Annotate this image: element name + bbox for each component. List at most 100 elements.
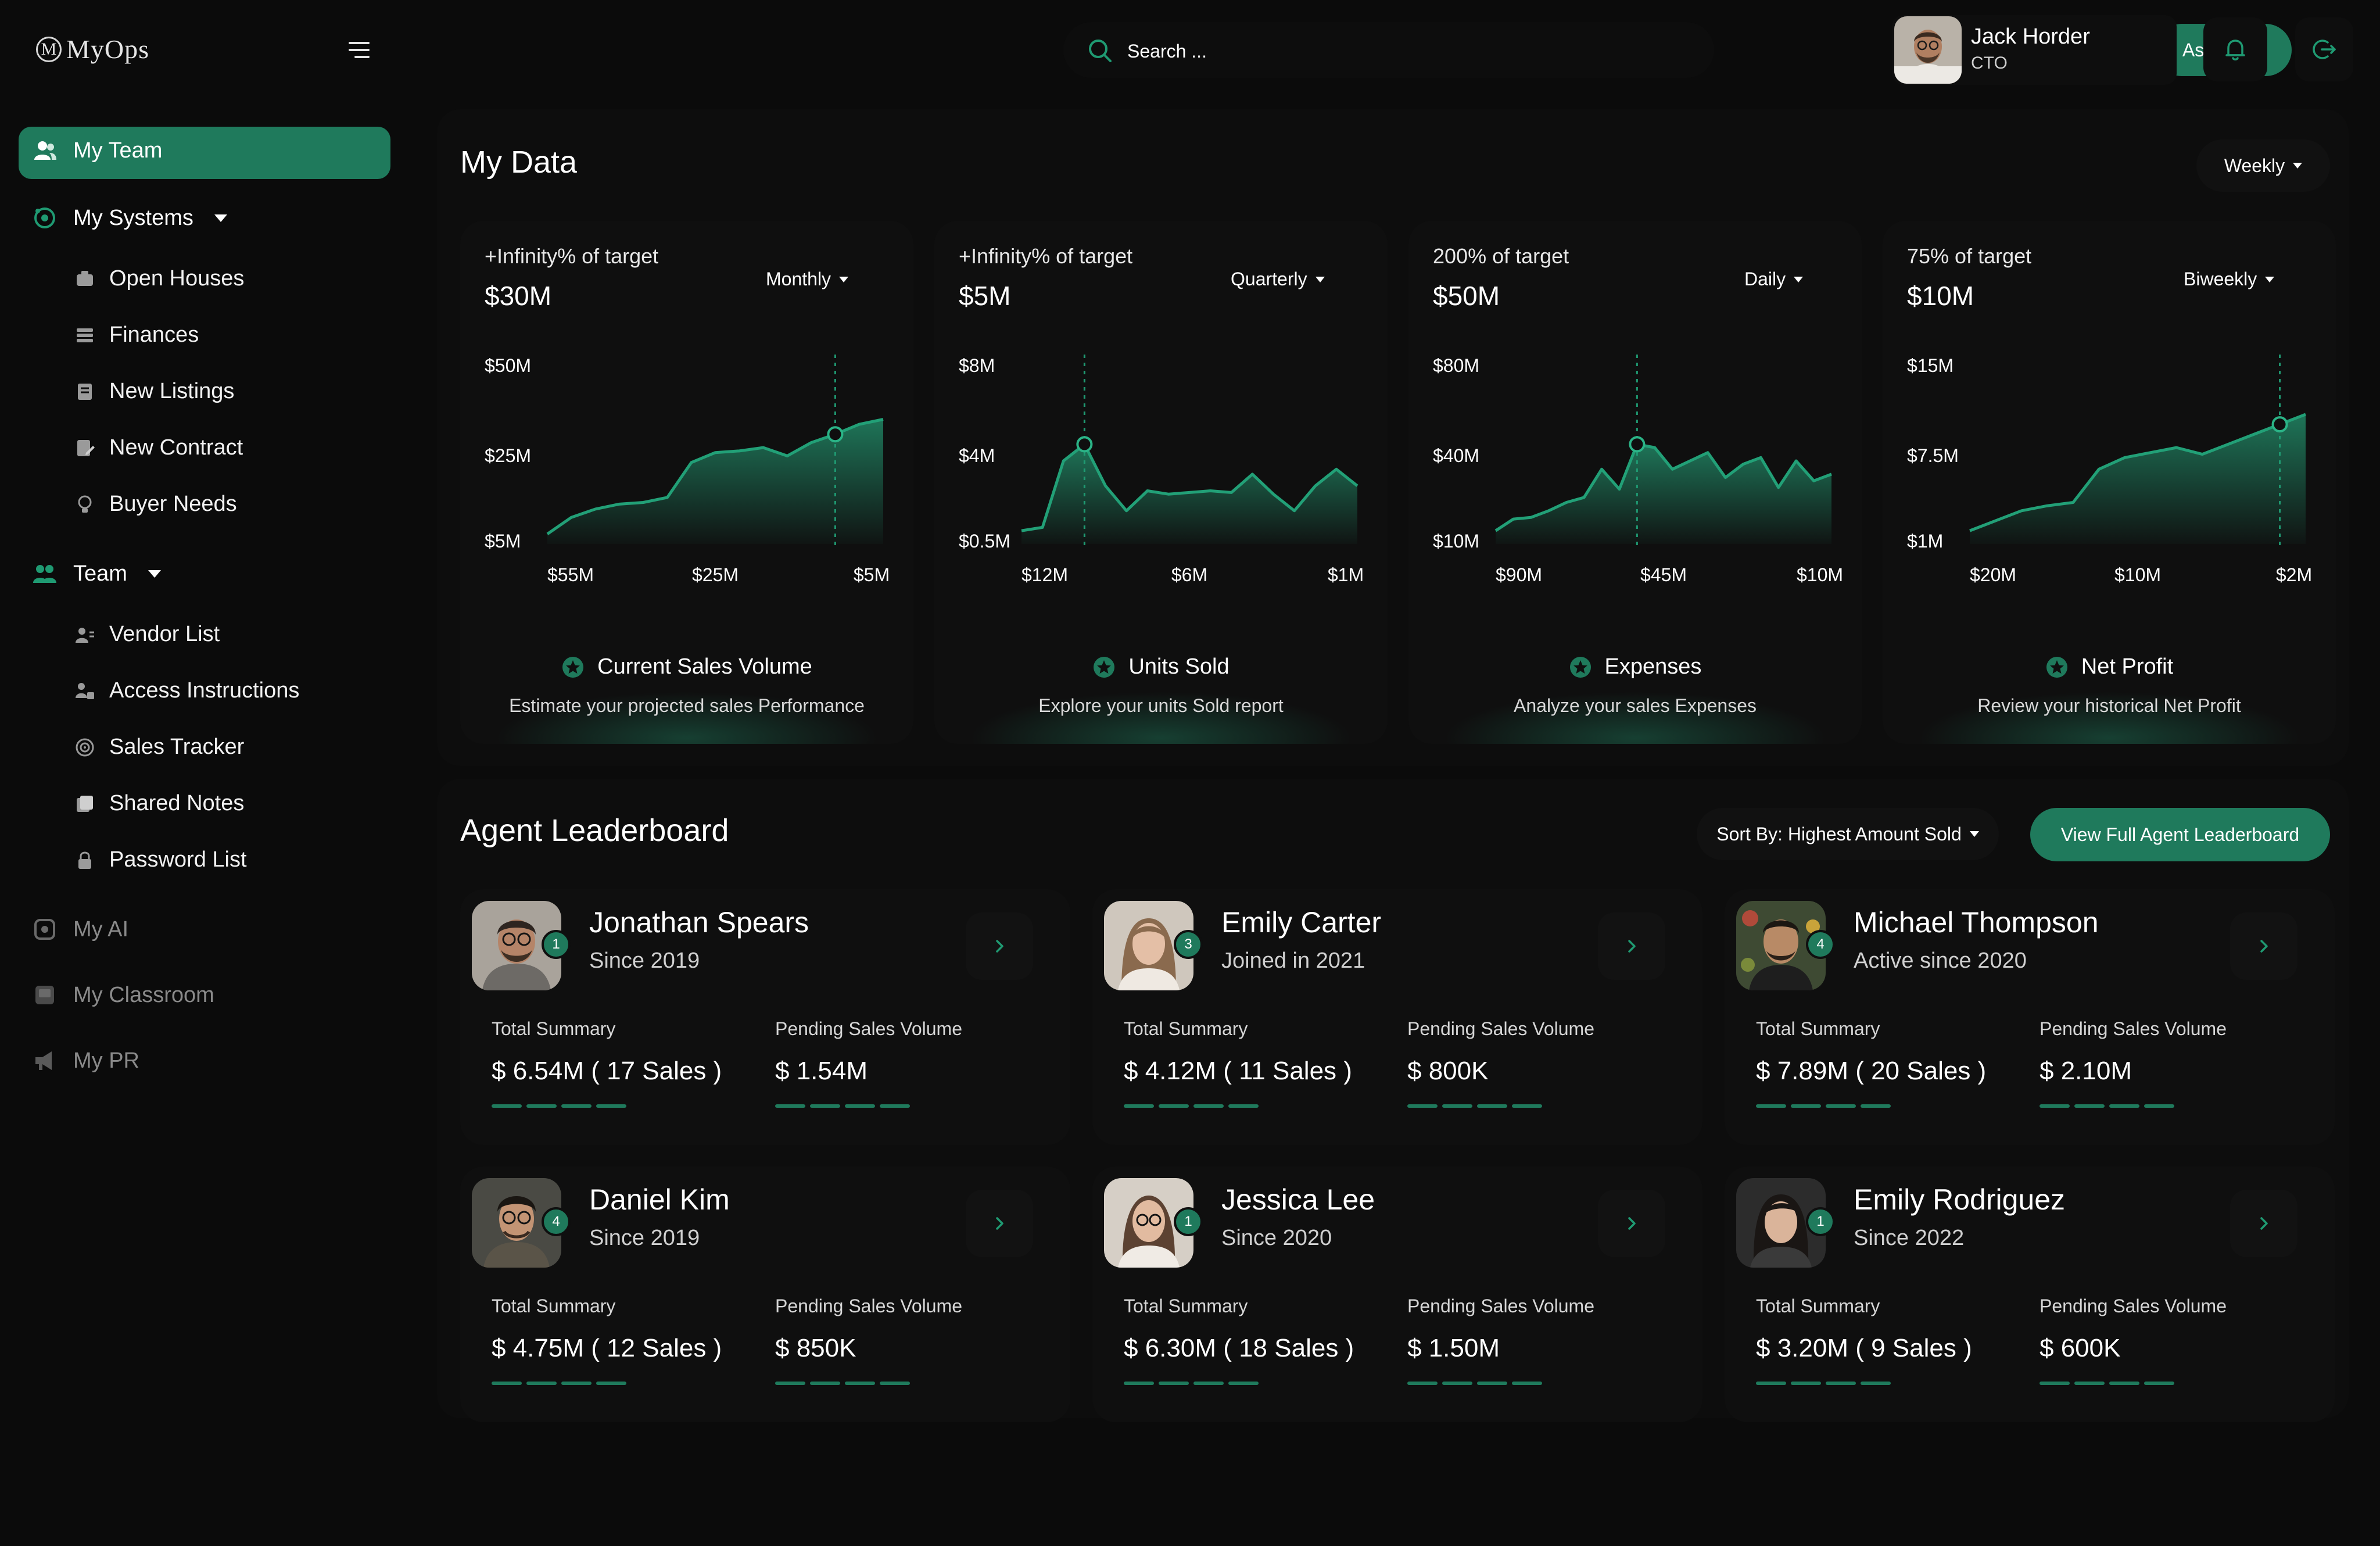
chevron-right-icon — [991, 1215, 1008, 1232]
agent-since: Since 2020 — [1221, 1226, 1332, 1250]
menu-toggle-icon[interactable] — [345, 38, 373, 62]
progress-dashes — [2040, 1104, 2174, 1108]
stat-card-net-profit[interactable]: 75% of target $10M Biweekly $15M $7.5M $1M… — [1883, 221, 2336, 744]
pending-sales-value: $ 800K — [1407, 1057, 1489, 1085]
y-tick-label: $7.5M — [1907, 445, 1959, 466]
card-period-select[interactable]: Monthly — [766, 269, 849, 290]
user-profile[interactable]: Jack Horder CTO — [1892, 15, 2177, 85]
series-line — [1021, 442, 1359, 532]
sidebar-item-my-ai[interactable]: My AI — [31, 916, 128, 943]
sidebar-item-label: My Team — [73, 138, 163, 163]
y-tick-label: $4M — [959, 445, 995, 466]
rank-badge: 1 — [1174, 1207, 1203, 1236]
agent-card[interactable]: 4 Daniel Kim Since 2019 Total Summary Pe… — [460, 1166, 1070, 1422]
open-agent-button[interactable] — [2230, 912, 2297, 980]
ai-icon — [31, 916, 58, 943]
total-summary-label: Total Summary — [492, 1296, 616, 1316]
open-agent-button[interactable] — [2230, 1190, 2297, 1257]
brand-logo[interactable]: M MyOps — [36, 34, 149, 65]
x-tick-label: $45M — [1640, 564, 1687, 585]
open-agent-button[interactable] — [1598, 912, 1665, 980]
sidebar-item-label: My Classroom — [73, 982, 214, 1007]
progress-dashes — [1124, 1104, 1259, 1108]
sidebar-item-my-team-row[interactable]: My Team — [31, 137, 162, 164]
sidebar-item-vendor-list[interactable]: Vendor List — [73, 622, 220, 647]
chevron-down-icon — [2293, 163, 2303, 169]
search-input[interactable]: Search ... — [1127, 41, 1207, 62]
target-icon — [73, 736, 96, 759]
agent-card[interactable]: 1 Jonathan Spears Since 2019 Total Summa… — [460, 889, 1070, 1145]
sidebar-item-label: My PR — [73, 1048, 139, 1073]
agent-since: Since 2019 — [589, 1226, 700, 1250]
sidebar-item-buyer-needs[interactable]: Buyer Needs — [73, 492, 237, 517]
total-summary-label: Total Summary — [1124, 1296, 1248, 1316]
my-data-period-select[interactable]: Weekly — [2196, 139, 2330, 192]
agent-card[interactable]: 4 Michael Thompson Active since 2020 Tot… — [1725, 889, 2335, 1145]
sidebar-item-team[interactable]: Team — [31, 560, 161, 587]
search-bar[interactable]: Search ... Ask Maria — [1063, 22, 2292, 78]
progress-dashes — [1756, 1382, 1891, 1385]
sidebar-item-my-systems[interactable]: My Systems — [31, 205, 227, 231]
star-badge-icon — [1092, 656, 1116, 679]
sidebar-item-new-contract[interactable]: New Contract — [73, 435, 243, 460]
area-chart: $80M $40M $10M $90M $45M $10M — [1433, 355, 1843, 585]
logout-button[interactable] — [2295, 17, 2353, 81]
card-period-select[interactable]: Daily — [1744, 269, 1804, 290]
sidebar-item-my-classroom[interactable]: My Classroom — [31, 982, 214, 1008]
x-tick-label: $90M — [1496, 564, 1542, 585]
sidebar-item-label: My AI — [73, 917, 129, 942]
sort-select[interactable]: Sort By: Highest Amount Sold — [1697, 808, 1999, 860]
target-text: +Infinity% of target — [485, 244, 659, 268]
sidebar-item-label: Shared Notes — [109, 791, 245, 815]
brand-name: MyOps — [66, 34, 150, 64]
target-text: +Infinity% of target — [959, 244, 1133, 268]
agent-card[interactable]: 1 Jessica Lee Since 2020 Total Summary P… — [1092, 1166, 1702, 1422]
stat-card-expenses[interactable]: 200% of target $50M Daily $80M $40M $10M $9… — [1408, 221, 1862, 744]
period-label: Quarterly — [1231, 269, 1307, 289]
open-agent-button[interactable] — [966, 912, 1033, 980]
sidebar-item-my-pr[interactable]: My PR — [31, 1047, 139, 1074]
period-label: Biweekly — [2184, 269, 2257, 289]
sidebar-item-finances[interactable]: Finances — [73, 323, 199, 348]
chevron-right-icon — [2255, 937, 2273, 955]
agent-card[interactable]: 1 Emily Rodriguez Since 2022 Total Summa… — [1725, 1166, 2335, 1422]
chevron-down-icon — [1794, 276, 1804, 282]
x-tick-label: $6M — [1171, 564, 1207, 585]
card-name-label: Net Profit — [2081, 654, 2174, 679]
sidebar-item-new-listings[interactable]: New Listings — [73, 379, 234, 404]
leaderboard-title: Agent Leaderboard — [460, 813, 729, 848]
pending-sales-label: Pending Sales Volume — [2040, 1018, 2227, 1039]
y-tick-label: $1M — [1907, 531, 1943, 552]
pending-sales-label: Pending Sales Volume — [775, 1296, 962, 1316]
sidebar-item-shared-notes[interactable]: Shared Notes — [73, 791, 244, 816]
rank-badge: 4 — [1806, 930, 1835, 959]
sidebar-item-my-team[interactable] — [19, 127, 390, 179]
open-agent-button[interactable] — [1598, 1190, 1665, 1257]
agent-card[interactable]: 3 Emily Carter Joined in 2021 Total Summ… — [1092, 889, 1702, 1145]
pending-sales-value: $ 600K — [2040, 1334, 2121, 1362]
agent-since: Since 2022 — [1854, 1226, 1965, 1250]
progress-dashes — [1407, 1104, 1542, 1108]
agent-photo — [472, 1178, 561, 1268]
sidebar-item-password-list[interactable]: Password List — [73, 847, 247, 872]
stat-card-current-sales-volume[interactable]: +Infinity% of target $30M Monthly $50M $2… — [460, 221, 913, 744]
card-name: Current Sales Volume — [460, 654, 913, 679]
open-agent-button[interactable] — [966, 1190, 1033, 1257]
sidebar-item-sales-tracker[interactable]: Sales Tracker — [73, 735, 244, 760]
pending-sales-value: $ 2.10M — [2040, 1057, 2132, 1085]
sidebar-item-access-instructions[interactable]: Access Instructions — [73, 678, 299, 703]
pending-sales-value: $ 1.50M — [1407, 1334, 1500, 1362]
total-summary-label: Total Summary — [1756, 1296, 1880, 1316]
card-period-select[interactable]: Quarterly — [1231, 269, 1325, 290]
progress-dashes — [1124, 1382, 1259, 1385]
stat-card-units-sold[interactable]: +Infinity% of target $5M Quarterly $8M $4… — [934, 221, 1388, 744]
agent-name: Jessica Lee — [1221, 1183, 1375, 1216]
x-tick-label: $12M — [1021, 564, 1068, 585]
card-period-select[interactable]: Biweekly — [2184, 269, 2275, 290]
period-label: Daily — [1744, 269, 1786, 289]
sidebar-item-open-houses[interactable]: Open Houses — [73, 266, 244, 291]
area-chart: $8M $4M $0.5M $12M $6M $1M — [959, 355, 1364, 585]
view-full-leaderboard-button[interactable]: View Full Agent Leaderboard — [2030, 808, 2330, 861]
chevron-down-icon — [1315, 276, 1325, 282]
notifications-button[interactable] — [2203, 17, 2267, 81]
